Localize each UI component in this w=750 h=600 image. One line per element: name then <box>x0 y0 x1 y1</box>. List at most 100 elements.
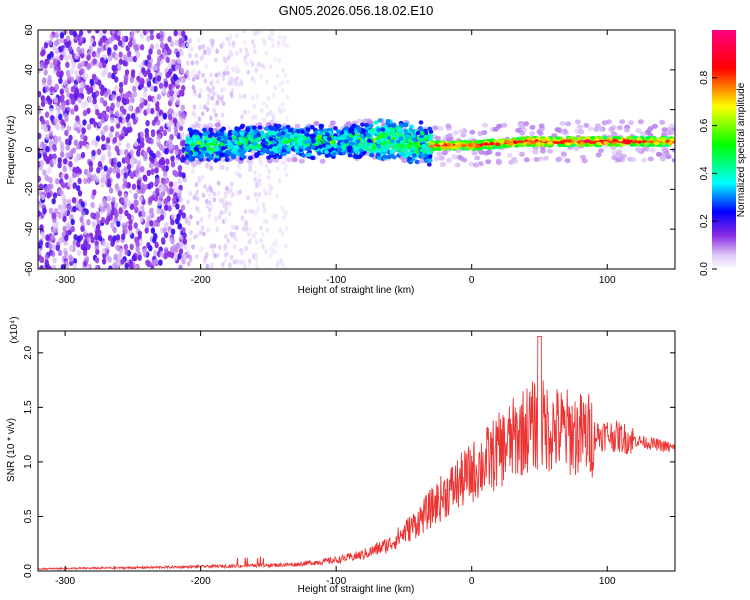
noise-mark <box>92 84 97 92</box>
noise-mark <box>282 214 287 220</box>
signal-halo-mark <box>474 155 481 161</box>
signal-band-mark <box>409 124 414 129</box>
signal-band-mark <box>305 127 311 132</box>
noise-mark <box>49 33 54 40</box>
noise-mark <box>197 93 202 99</box>
noise-mark <box>271 92 276 98</box>
noise-mark <box>201 192 206 198</box>
noise-mark <box>153 85 158 93</box>
signal-band-mark <box>318 144 323 149</box>
noise-mark <box>72 239 77 246</box>
noise-mark <box>95 109 100 116</box>
noise-mark <box>198 229 203 236</box>
noise-mark <box>68 254 73 261</box>
signal-halo-mark <box>453 130 459 136</box>
signal-band-mark <box>371 143 377 148</box>
noise-mark <box>40 193 46 201</box>
signal-band-mark <box>264 134 270 139</box>
signal-halo-mark <box>456 154 463 160</box>
noise-mark <box>142 174 147 181</box>
noise-mark <box>129 76 135 84</box>
noise-mark <box>246 231 251 237</box>
noise-mark <box>157 133 162 140</box>
noise-mark <box>167 205 172 212</box>
noise-mark <box>229 91 234 97</box>
noise-mark <box>97 234 103 242</box>
noise-mark <box>273 56 277 62</box>
noise-mark <box>38 240 43 247</box>
noise-mark <box>206 100 210 106</box>
signal-band-mark <box>385 128 390 133</box>
signal-band-mark <box>282 138 288 144</box>
noise-mark <box>147 95 152 102</box>
noise-mark <box>43 42 49 49</box>
signal-halo-mark <box>556 156 563 162</box>
noise-mark <box>48 39 53 47</box>
noise-mark <box>224 66 228 72</box>
noise-mark <box>177 165 183 172</box>
noise-mark <box>262 207 267 213</box>
noise-mark <box>106 169 111 176</box>
noise-mark <box>88 86 94 94</box>
noise-mark <box>205 106 210 112</box>
signal-band-mark <box>273 127 279 132</box>
noise-mark <box>245 225 249 232</box>
x-tick-label: -200 <box>191 576 211 587</box>
noise-mark <box>48 207 54 215</box>
noise-mark <box>210 204 215 210</box>
noise-mark <box>262 100 266 106</box>
noise-mark <box>254 256 258 262</box>
signal-band-mark <box>359 133 365 138</box>
noise-mark <box>214 217 218 223</box>
noise-mark <box>129 203 135 210</box>
noise-mark <box>111 30 116 34</box>
noise-mark <box>136 160 141 167</box>
noise-mark <box>124 149 129 156</box>
noise-mark <box>209 80 214 86</box>
signal-halo-mark <box>437 126 444 131</box>
signal-band-mark <box>193 151 199 156</box>
signal-band-mark <box>367 138 372 143</box>
noise-mark <box>221 75 226 81</box>
noise-mark <box>258 181 262 187</box>
noise-mark <box>193 234 197 240</box>
y-tick-label: -60 <box>24 261 35 276</box>
noise-mark <box>226 238 231 244</box>
signal-line-mark <box>489 141 495 146</box>
signal-band-mark <box>219 153 224 158</box>
signal-line-mark <box>579 141 585 145</box>
signal-band-mark <box>379 132 384 137</box>
noise-mark <box>159 42 165 49</box>
noise-mark <box>50 250 56 258</box>
noise-mark <box>188 190 192 197</box>
noise-mark <box>160 145 165 152</box>
noise-mark <box>128 218 133 226</box>
noise-mark <box>281 67 286 73</box>
signal-halo-mark <box>439 162 446 167</box>
noise-mark <box>177 30 183 37</box>
noise-mark <box>75 115 80 122</box>
noise-mark <box>209 243 214 249</box>
noise-mark <box>253 176 257 182</box>
noise-mark <box>208 88 212 94</box>
noise-mark <box>72 171 77 179</box>
signal-band-mark <box>224 153 229 158</box>
noise-mark <box>181 172 186 179</box>
signal-halo-mark <box>458 128 465 134</box>
noise-mark <box>186 261 191 267</box>
noise-mark <box>176 57 181 64</box>
signal-line-mark <box>429 141 435 145</box>
noise-mark <box>209 72 213 78</box>
noise-mark <box>101 70 106 77</box>
noise-mark <box>121 117 127 125</box>
noise-mark <box>228 201 232 207</box>
noise-mark <box>91 149 96 157</box>
noise-mark <box>175 79 180 86</box>
signal-halo-mark <box>291 157 298 163</box>
noise-mark <box>248 166 253 172</box>
colorbar-gradient <box>712 30 736 269</box>
signal-halo-mark <box>649 147 656 153</box>
signal-halo-mark <box>628 120 635 126</box>
noise-mark <box>214 57 218 63</box>
noise-mark <box>54 83 59 90</box>
